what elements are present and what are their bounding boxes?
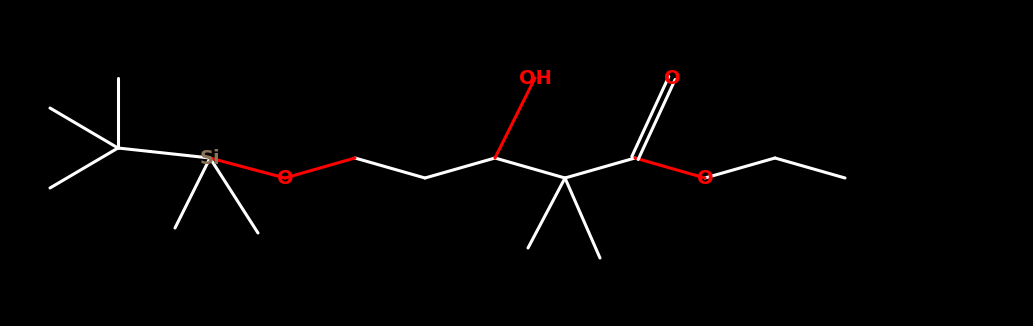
Text: Si: Si — [199, 149, 220, 168]
Text: O: O — [277, 169, 293, 187]
Text: O: O — [696, 169, 714, 187]
Text: OH: OH — [519, 68, 552, 87]
Text: O: O — [663, 68, 681, 87]
